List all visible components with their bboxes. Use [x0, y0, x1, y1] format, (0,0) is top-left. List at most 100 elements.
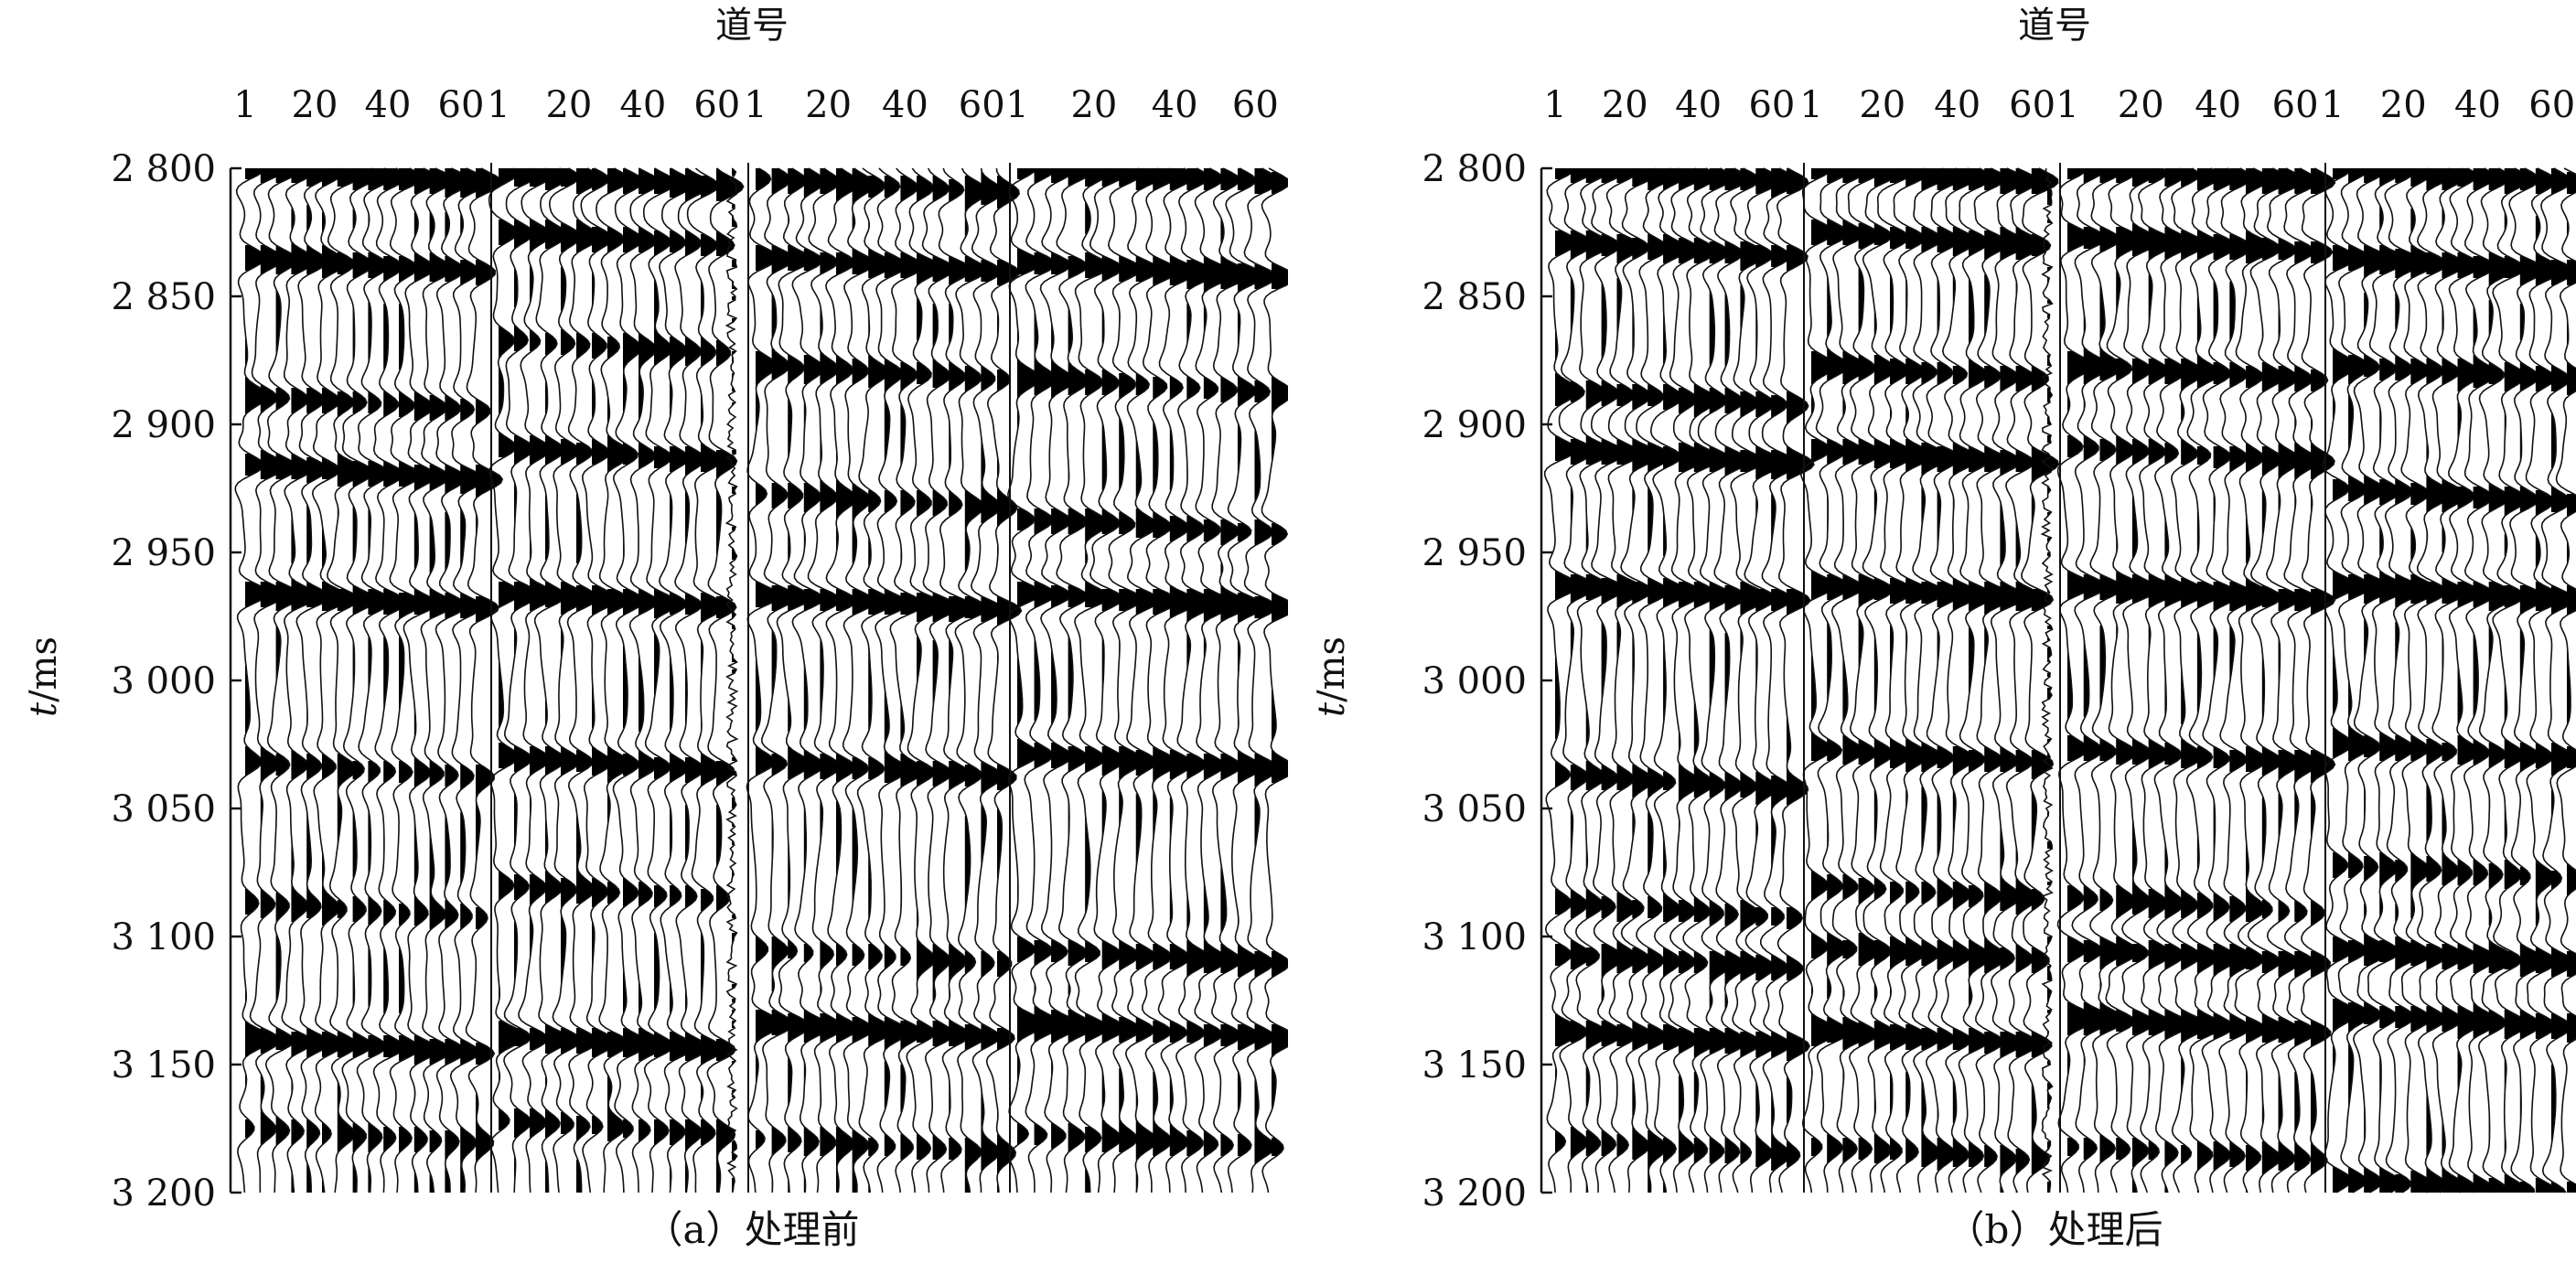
wiggle-fill	[1709, 168, 1733, 1163]
wiggle-line	[1893, 167, 1932, 1193]
wiggle-line	[1574, 167, 1612, 1193]
wiggle-line	[2088, 167, 2127, 1193]
wiggle-fill	[1186, 168, 1216, 1156]
trace-tick-label: 40	[365, 84, 412, 126]
wiggle-line	[1713, 167, 1750, 1193]
y-tick-label: 2 800	[1422, 148, 1527, 190]
wiggle-line	[1799, 167, 1840, 1193]
wiggle-fill	[1616, 168, 1645, 1156]
wiggle-fill	[1237, 168, 1264, 1156]
wiggle-trace	[2121, 167, 2161, 1193]
wiggle-line	[2234, 167, 2275, 1193]
wiggle-trace	[1973, 167, 2014, 1193]
wiggle-fill	[2196, 168, 2223, 1193]
wiggle-line	[249, 167, 286, 1193]
wiggle-trace	[825, 167, 861, 1193]
wiggle-fill	[900, 176, 924, 1160]
trace-tick-label: 1	[233, 84, 256, 126]
trace-tick-label: 60	[1748, 84, 1795, 126]
wiggle-trace	[1776, 167, 1815, 1193]
wiggle-fill	[2311, 168, 2335, 1174]
wiggle-trace	[1862, 167, 1902, 1193]
wiggle-line	[435, 167, 472, 1193]
trace-gather-1	[234, 167, 504, 1193]
wiggle-trace	[2352, 168, 2392, 1193]
wiggle-trace	[1543, 167, 1583, 1193]
trace-gather-2	[1799, 163, 2060, 1193]
wiggle-trace	[2040, 167, 2054, 1193]
wiggle-trace	[1243, 167, 1281, 1193]
wiggle-line	[1760, 167, 1800, 1193]
wiggle-line	[518, 167, 556, 1193]
wiggle-fill	[1119, 168, 1144, 1152]
trace-tick-label: 20	[805, 84, 852, 126]
wiggle-line	[503, 167, 540, 1193]
wiggle-trace	[1815, 167, 1852, 1193]
wiggle-line	[1194, 167, 1235, 1193]
wiggle-line	[1730, 167, 1769, 1193]
wiggle-fill	[2567, 172, 2576, 1193]
wiggle-trace	[1925, 167, 1966, 1193]
wiggle-line	[548, 167, 589, 1193]
wiggle-fill	[1740, 168, 1768, 1163]
wiggle-trace	[2431, 167, 2470, 1193]
wiggle-line	[2121, 167, 2161, 1193]
wiggle-line	[1089, 167, 1128, 1193]
wiggle-fill	[322, 168, 349, 1193]
wiggle-fill	[1678, 168, 1707, 1163]
wiggle-trace	[1194, 167, 1235, 1193]
wiggle-line	[2555, 167, 2576, 1186]
wiggle-trace	[2088, 167, 2127, 1193]
wiggle-fill	[2488, 168, 2517, 1193]
wiggle-fill	[820, 168, 843, 1156]
wiggle-fill	[2442, 168, 2469, 1193]
wiggle-fill	[771, 168, 797, 1193]
wiggle-line	[281, 167, 318, 1193]
wiggle-fill	[413, 168, 439, 1193]
wiggle-line	[954, 167, 989, 1193]
wiggle-trace	[1697, 167, 1733, 1193]
wiggle-line	[1877, 167, 1916, 1193]
wiggle-trace	[1760, 167, 1800, 1193]
trace-tick-label: 20	[545, 84, 592, 126]
wiggle-trace	[2384, 167, 2424, 1193]
wiggle-line	[1175, 167, 1217, 1193]
wiggle-fill	[2395, 168, 2423, 1193]
wiggle-line	[2265, 167, 2304, 1193]
wiggle-trace	[548, 167, 589, 1193]
wiggle-line	[1142, 167, 1179, 1193]
wiggle-trace	[954, 167, 989, 1193]
panel-caption: （b）处理后	[1946, 1207, 2163, 1252]
wiggle-trace	[906, 167, 945, 1193]
wiggle-fill	[445, 168, 471, 1193]
wiggle-fill	[654, 168, 678, 1145]
wiggle-trace	[2555, 167, 2576, 1193]
wiggle-trace	[686, 167, 725, 1193]
wiggle-line	[1911, 167, 1950, 1193]
trace-tick-label: 20	[1070, 84, 1117, 126]
wiggle-trace	[1847, 167, 1887, 1193]
wiggle-trace	[1730, 167, 1769, 1193]
wiggle-trace	[1175, 167, 1217, 1193]
wiggle-line	[465, 167, 504, 1193]
wiggle-trace	[1799, 167, 1840, 1193]
wiggle-fill	[964, 176, 988, 1193]
trace-tick-label: 1	[1543, 84, 1566, 126]
wiggle-line	[2463, 167, 2499, 1193]
wiggle-fill	[1017, 168, 1045, 1193]
wiggle-line	[985, 167, 1023, 1193]
wiggle-trace	[2138, 167, 2178, 1193]
wiggle-fill	[639, 168, 666, 1141]
wiggle-trace	[2322, 167, 2359, 1193]
wiggle-fill	[1771, 168, 1799, 1171]
wiggle-fill	[701, 176, 725, 1145]
wiggle-line	[724, 167, 739, 1193]
wiggle-trace	[327, 167, 365, 1193]
wiggle-line	[875, 167, 910, 1193]
wiggle-line	[2431, 167, 2470, 1193]
trace-tick-label: 60	[2009, 84, 2055, 126]
wiggle-line	[921, 167, 959, 1193]
y-tick-label: 2 850	[1422, 276, 1527, 318]
wiggle-trace	[938, 167, 976, 1193]
wiggle-line	[1124, 167, 1165, 1193]
